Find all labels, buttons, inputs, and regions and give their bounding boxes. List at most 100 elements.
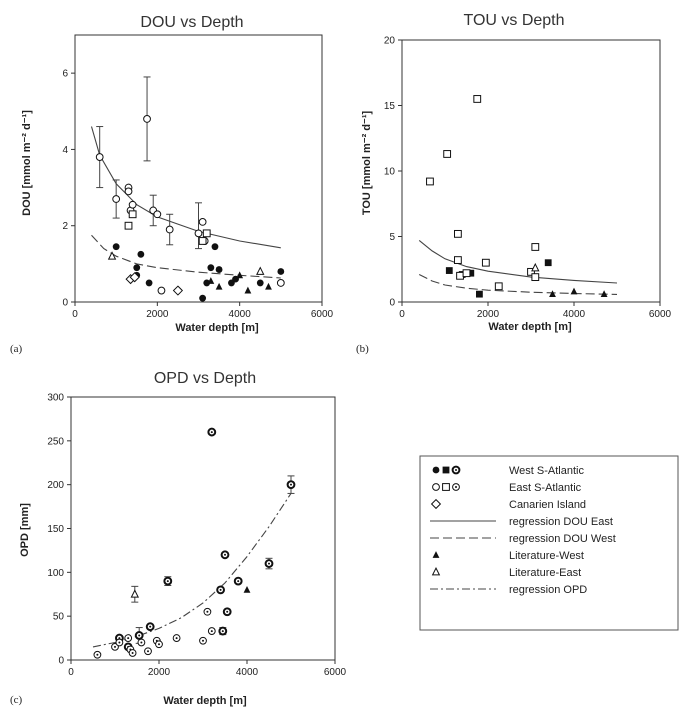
panel-c-point-circle-dot-bold-7 (220, 550, 230, 560)
panel-b-xtick-label-3: 6000 (649, 309, 672, 320)
panel-a-ylabel: DOU [mmol m⁻² d⁻¹] (21, 110, 33, 216)
panel-a-point-triangle-filled-3 (244, 286, 252, 294)
panel-b-point-square-open-4 (456, 271, 464, 280)
panel-b-regression-dashed (418, 274, 618, 295)
legend-symbol-0-2 (451, 465, 461, 475)
panel-a-point-circle-open-1 (112, 195, 121, 203)
panel-c-point-circle-dot-2 (115, 638, 124, 647)
panel-c-point-circle-dot-11 (199, 636, 207, 645)
panel-a-point-triangle-filled-2 (236, 271, 244, 279)
panel-c-ytick-label-0: 0 (58, 656, 64, 667)
legend-label-7: regression OPD (509, 584, 587, 596)
panel-c-xlabel: Water depth [m] (163, 695, 247, 707)
panel-a-point-circle-open-14 (276, 279, 285, 287)
legend-symbol-1-2 (452, 483, 460, 491)
panel-c-point-circle-dot-bold-8 (222, 607, 232, 617)
panel-b-ylabel: TOU [mmol m⁻² d⁻¹] (361, 111, 373, 216)
panel-b-frame (401, 39, 661, 303)
panel-a-ytick-label-2: 4 (62, 145, 68, 156)
panel-a-point-circle-open-8 (153, 210, 162, 219)
legend-label-3: regression DOU East (509, 516, 613, 528)
legend-symbol-0-0 (432, 466, 440, 474)
legend-label-2: Canarien Island (509, 499, 586, 511)
panel-b-point-square-open-2 (454, 229, 462, 238)
panel-b-point-triangle-open-0 (531, 262, 540, 272)
panel-b-ytick-label-3: 15 (384, 101, 396, 112)
panel-a-point-circle-filled-9 (215, 266, 223, 273)
legend-label-4: regression DOU West (509, 533, 616, 545)
panel-c-ylabel: OPD [mm] (19, 503, 31, 557)
panel-c-xtick-label-1: 2000 (148, 667, 171, 678)
panel-c-point-circle-dot-3 (124, 634, 133, 642)
panel-a-point-circle-filled-3 (137, 250, 145, 258)
panel-b-xtick-label-1: 2000 (477, 309, 500, 320)
panel-a-point-circle-filled-13 (277, 268, 285, 275)
panel-a-point-circle-open-9 (165, 225, 174, 234)
panel-a-point-diamond-open-1 (129, 272, 140, 283)
panel-b-point-triangle-filled-1 (570, 287, 578, 295)
panel-a-point-square-open-2 (198, 237, 207, 245)
legend-label-1: East S-Atlantic (509, 482, 582, 494)
panel-a-point-circle-filled-8 (211, 243, 219, 251)
panel-a-point-circle-filled-1 (133, 264, 141, 272)
panel-a-xtick-label-0: 0 (72, 309, 78, 320)
panel-a-xtick-label-1: 2000 (146, 309, 169, 320)
panel-b-point-square-open-8 (494, 282, 503, 291)
panel-b-ytick-label-1: 5 (389, 232, 395, 243)
panel-b-xlabel: Water depth [m] (488, 321, 572, 333)
legend: West S-Atlantic East S-Atlantic Canarien… (419, 455, 679, 631)
panel-c-point-circle-dot-0 (93, 650, 102, 659)
panel-a-point-circle-filled-6 (203, 279, 211, 287)
panel-a-regression-solid (90, 126, 281, 249)
legend-symbol-5-0 (432, 551, 440, 558)
panel-a-point-triangle-filled-1 (215, 282, 223, 290)
panel-a-point-square-open-0 (124, 221, 133, 230)
panel-a-point-square-open-1 (128, 210, 137, 219)
panel-b-xtick-label-2: 4000 (563, 309, 586, 320)
panel-c-point-circle-dot-5 (128, 649, 137, 657)
panel-a-point-circle-open-3 (124, 187, 133, 196)
panel-b-point-square-open-11 (531, 273, 540, 282)
panel-c: OPD vs Depth Water depth [m] OPD [mm] (c… (10, 370, 347, 707)
panel-b: TOU vs Depth Water depth [m] TOU [mmol m… (356, 12, 672, 355)
panel-a-point-triangle-open-1 (256, 266, 265, 275)
panel-c-point-circle-dot-bold-10 (233, 576, 243, 586)
panel-a-label: (a) (10, 343, 23, 355)
panel-c-point-circle-dot-12 (203, 607, 212, 616)
panel-a-point-circle-filled-5 (199, 294, 207, 302)
panel-c-ytick-label-4: 200 (47, 480, 64, 491)
panel-a-point-circle-open-13 (157, 286, 166, 295)
panel-b-point-square-open-0 (426, 177, 434, 186)
panel-c-point-circle-dot-bold-9 (218, 626, 228, 636)
panel-c-ytick-label-6: 300 (47, 393, 64, 404)
panel-b-point-triangle-filled-2 (600, 290, 608, 298)
panel-a-point-circle-open-6 (143, 115, 151, 123)
legend-label-0: West S-Atlantic (509, 465, 584, 477)
panel-a-ytick-label-1: 2 (62, 221, 68, 232)
panel-c-point-circle-dot-bold-3 (145, 622, 155, 632)
panel-a-point-circle-open-5 (128, 200, 137, 209)
panel-c-point-circle-dot-bold-5 (207, 427, 217, 437)
legend-symbol-1-1 (442, 483, 450, 491)
panel-a-xtick-label-2: 4000 (229, 309, 252, 320)
panel-b-ytick-label-2: 10 (384, 167, 396, 178)
panel-c-xtick-label-2: 4000 (236, 667, 259, 678)
panel-b-point-square-open-5 (462, 269, 471, 278)
panel-a-frame (74, 34, 323, 303)
panel-c-point-circle-dot-bold-4 (163, 576, 173, 586)
panel-b-point-square-open-7 (481, 258, 490, 267)
panel-b-point-square-filled-0 (445, 267, 453, 274)
panel-c-title: OPD vs Depth (154, 370, 256, 387)
panel-a-point-circle-filled-12 (256, 279, 264, 287)
panel-a-point-triangle-open-0 (107, 251, 117, 260)
panel-c-point-circle-dot-bold-2 (134, 631, 144, 640)
panel-c-xtick-label-0: 0 (68, 667, 74, 678)
panel-b-point-square-open-10 (531, 243, 540, 251)
panel-b-point-square-open-9 (527, 267, 535, 276)
panel-c-point-circle-dot-bold-11 (264, 559, 274, 568)
panel-a-ytick-label-0: 0 (62, 298, 68, 309)
panel-c-ytick-label-1: 50 (53, 612, 65, 623)
panel-c-point-circle-dot-7 (144, 647, 152, 656)
legend-symbol-2-0 (430, 498, 442, 510)
